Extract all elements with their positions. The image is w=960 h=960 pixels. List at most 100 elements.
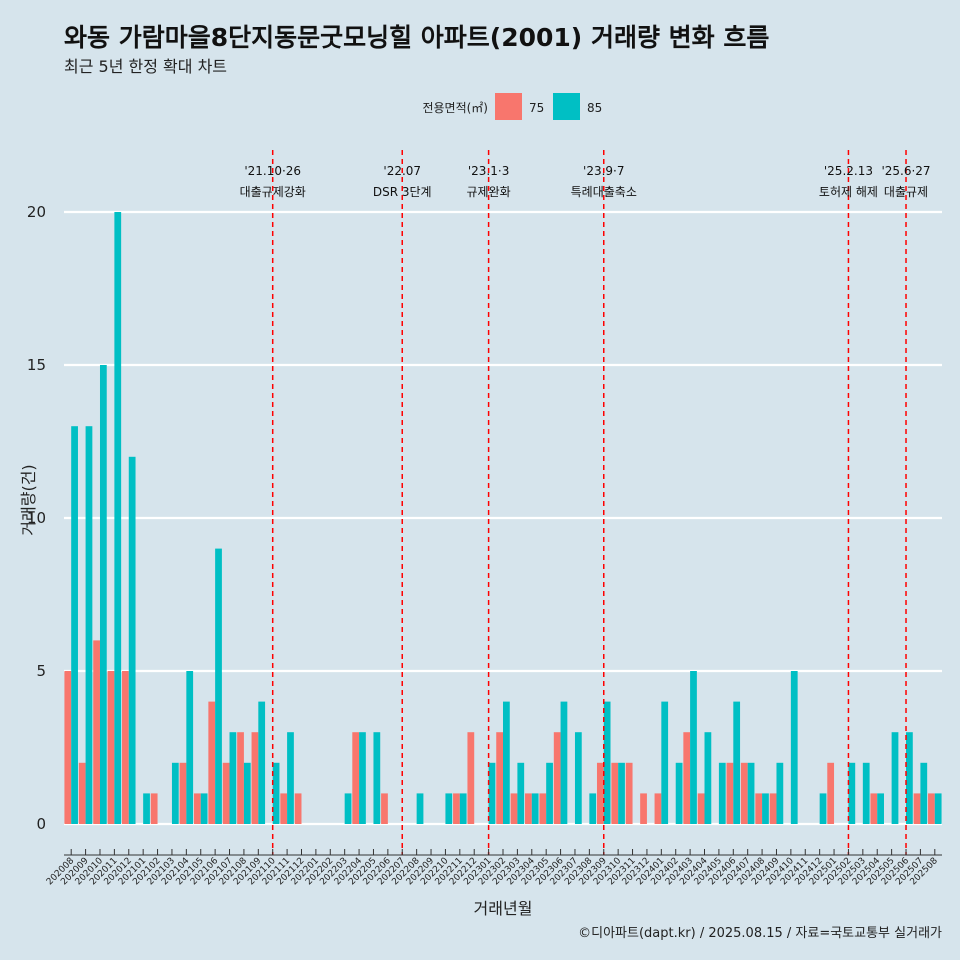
bar-85-202110 xyxy=(272,762,280,824)
bar-85-202301 xyxy=(488,762,496,824)
y-tick-label: 15 xyxy=(27,356,46,374)
bar-85-202012 xyxy=(128,456,136,824)
bar-75-202508 xyxy=(928,793,935,824)
bar-85-202111 xyxy=(287,732,294,824)
bar-85-202408 xyxy=(762,793,769,824)
event-date-label: '21.10·26 xyxy=(244,164,301,178)
bar-85-202305 xyxy=(546,762,553,824)
legend-label-75: 75 xyxy=(529,101,544,115)
bar-85-202203 xyxy=(344,793,352,824)
bar-85-202208 xyxy=(416,793,424,824)
event-name-label: 토허제 해제 xyxy=(819,185,878,199)
bar-85-202010 xyxy=(99,365,107,824)
bar-85-202406 xyxy=(733,701,741,824)
bar-85-202103 xyxy=(171,762,179,824)
legend-swatch-85 xyxy=(553,93,580,120)
bar-85-202403 xyxy=(690,671,697,824)
bar-75-202111 xyxy=(280,793,288,824)
bar-85-202307 xyxy=(574,732,582,824)
bar-75-202407 xyxy=(740,762,748,824)
bar-75-202306 xyxy=(553,732,561,824)
bar-75-202309 xyxy=(596,762,604,824)
bar-75-202409 xyxy=(769,793,777,824)
bar-85-202205 xyxy=(373,732,381,824)
y-tick-label: 20 xyxy=(27,203,46,221)
chart-title: 와동 가람마을8단지동문굿모닝힐 아파트(2001) 거래량 변화 흐름 xyxy=(64,23,770,52)
bar-85-202008 xyxy=(71,426,78,824)
bar-75-202504 xyxy=(870,793,878,824)
bar-75-202302 xyxy=(496,732,503,824)
bar-85-202503 xyxy=(862,762,870,824)
chart-subtitle: 최근 5년 한정 확대 차트 xyxy=(64,57,228,76)
legend-label-85: 85 xyxy=(587,101,602,115)
bar-75-202211 xyxy=(453,793,460,824)
bar-85-202504 xyxy=(877,793,884,824)
bar-85-202109 xyxy=(258,701,266,824)
bar-85-202107 xyxy=(229,732,237,824)
bar-75-202404 xyxy=(697,793,705,824)
bar-75-202303 xyxy=(510,793,518,824)
bar-75-202304 xyxy=(525,793,532,824)
bar-75-202009 xyxy=(78,762,86,824)
bar-85-202009 xyxy=(85,426,93,824)
bar-85-202405 xyxy=(718,762,726,824)
bar-85-202101 xyxy=(143,793,150,824)
bar-75-202403 xyxy=(683,732,691,824)
bar-85-202508 xyxy=(934,793,942,824)
bar-85-202506 xyxy=(906,732,913,824)
event-date-label: '25.6·27 xyxy=(881,164,930,178)
bar-85-202407 xyxy=(747,762,755,824)
bar-75-202104 xyxy=(179,762,187,824)
bar-85-202308 xyxy=(589,793,597,824)
bar-85-202302 xyxy=(503,701,510,824)
bar-75-202102 xyxy=(150,793,158,824)
bar-85-202507 xyxy=(920,762,928,824)
bar-85-202309 xyxy=(603,701,611,824)
legend-title: 전용면적(㎡) xyxy=(422,101,488,115)
event-name-label: 대출규제 xyxy=(884,185,928,199)
bar-85-202402 xyxy=(675,762,683,824)
bar-85-202410 xyxy=(790,671,798,824)
bar-75-202107 xyxy=(222,762,230,824)
y-tick-label: 0 xyxy=(36,815,46,833)
bar-75-202311 xyxy=(625,762,633,824)
bar-85-202412 xyxy=(819,793,827,824)
bar-85-202204 xyxy=(359,732,366,824)
bar-75-202305 xyxy=(539,793,547,824)
bar-75-202010 xyxy=(93,640,100,824)
bar-75-202206 xyxy=(381,793,388,824)
bar-75-202312 xyxy=(640,793,647,824)
legend-swatch-75 xyxy=(495,93,522,120)
bar-85-202108 xyxy=(243,762,251,824)
bar-75-202212 xyxy=(467,732,475,824)
bar-75-202507 xyxy=(913,793,921,824)
event-name-label: 대출규제강화 xyxy=(240,185,306,199)
bar-75-202105 xyxy=(193,793,201,824)
event-date-label: '25.2.13 xyxy=(824,164,873,178)
bar-85-202011 xyxy=(114,212,122,824)
bar-75-202310 xyxy=(611,762,619,824)
bar-75-202408 xyxy=(755,793,763,824)
event-date-label: '22.07 xyxy=(383,164,421,178)
event-name-label: 특례대출축소 xyxy=(571,185,637,199)
bar-75-202112 xyxy=(294,793,302,824)
bar-75-202401 xyxy=(654,793,662,824)
bar-75-202204 xyxy=(352,732,360,824)
bar-75-202108 xyxy=(237,732,244,824)
event-name-label: 규제완화 xyxy=(467,185,511,199)
bar-75-202501 xyxy=(827,762,835,824)
bar-85-202310 xyxy=(618,762,625,824)
bar-75-202109 xyxy=(251,732,259,824)
y-tick-label: 5 xyxy=(36,662,46,680)
bar-85-202304 xyxy=(531,793,539,824)
bar-75-202011 xyxy=(107,671,115,824)
bar-85-202106 xyxy=(215,548,222,824)
event-date-label: '23.1·3 xyxy=(468,164,509,178)
bar-85-202505 xyxy=(891,732,899,824)
bar-85-202210 xyxy=(445,793,453,824)
y-axis-title: 거래량(건) xyxy=(19,464,38,535)
bar-85-202211 xyxy=(459,793,467,824)
bar-85-202502 xyxy=(848,762,856,824)
